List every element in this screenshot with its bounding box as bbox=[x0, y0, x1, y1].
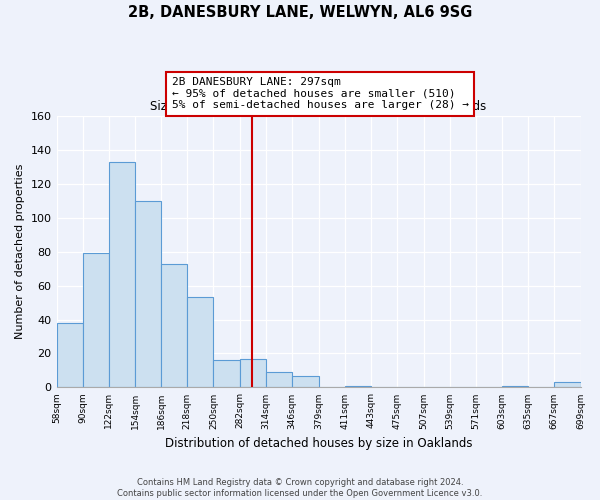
Bar bbox=[109, 162, 135, 388]
Bar bbox=[239, 358, 266, 388]
Bar bbox=[161, 264, 187, 388]
Bar bbox=[554, 382, 581, 388]
Bar bbox=[135, 201, 161, 388]
Text: 2B, DANESBURY LANE, WELWYN, AL6 9SG: 2B, DANESBURY LANE, WELWYN, AL6 9SG bbox=[128, 5, 472, 20]
Bar bbox=[83, 254, 109, 388]
Bar bbox=[266, 372, 292, 388]
Bar bbox=[345, 386, 371, 388]
Title: Size of property relative to detached houses in Oaklands: Size of property relative to detached ho… bbox=[151, 100, 487, 114]
Bar bbox=[214, 360, 239, 388]
Bar bbox=[502, 386, 528, 388]
Bar bbox=[292, 376, 319, 388]
Bar bbox=[187, 298, 214, 388]
Text: Contains HM Land Registry data © Crown copyright and database right 2024.
Contai: Contains HM Land Registry data © Crown c… bbox=[118, 478, 482, 498]
Bar bbox=[56, 323, 83, 388]
Text: 2B DANESBURY LANE: 297sqm
← 95% of detached houses are smaller (510)
5% of semi-: 2B DANESBURY LANE: 297sqm ← 95% of detac… bbox=[172, 78, 469, 110]
Y-axis label: Number of detached properties: Number of detached properties bbox=[15, 164, 25, 340]
X-axis label: Distribution of detached houses by size in Oaklands: Distribution of detached houses by size … bbox=[165, 437, 472, 450]
